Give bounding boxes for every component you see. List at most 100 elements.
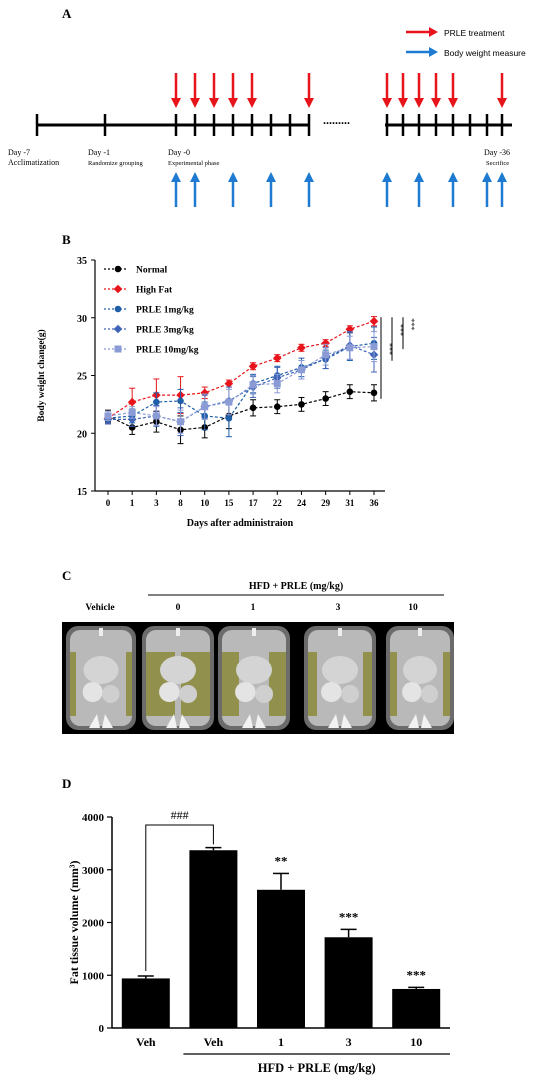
ct-scan-strip [62,622,454,734]
data-point [225,414,233,422]
data-point [322,351,330,359]
red-arrow-icon [398,73,408,108]
treatment-arrows [171,73,507,108]
blue-arrow-icon [448,172,458,207]
y-axis-label: Fat tissue volume (mm³) [67,861,81,985]
x-axis-label: Days after administraion [187,518,294,529]
red-arrow-icon [209,73,219,108]
red-arrow-icon [190,73,200,108]
ct-scan-vehicle [66,626,136,730]
data-point [249,404,257,412]
y-tick-label: 1000 [82,970,105,982]
ct-scan-0 [142,626,214,730]
x-tick-label: 17 [249,498,259,508]
bar-significance-label: *** [406,967,426,982]
comparison-bracket [145,824,214,972]
x-tick-label: 1 [278,1035,284,1049]
label-day-minus1: Day -1 [88,148,110,157]
data-point [113,324,123,334]
data-point [321,338,330,348]
label-experimental: Experimental phase [168,160,220,167]
x-tick-label: Veh [204,1035,224,1049]
red-arrow-icon [382,73,392,108]
legend-entry: High Fat [104,284,173,296]
panel-a-letter: A [62,6,72,21]
y-tick-label: 35 [77,256,87,267]
bracket-label: ### [171,808,189,822]
timeline-labels: Day -7 Acclimatization Day -1 Randomize … [8,148,510,167]
timeline-ellipsis: ......... [323,113,350,127]
red-arrow-icon [171,73,181,108]
red-arrow-icon [431,73,441,108]
y-tick-label: 0 [99,1023,105,1035]
series-4 [104,331,378,434]
bar [392,988,441,1028]
measure-arrows [171,172,507,207]
data-point [104,412,112,420]
series-line [107,346,375,423]
ct-group-header: HFD + PRLE (mg/kg) [249,581,343,592]
ct-col-vehicle: Vehicle [85,603,114,612]
x-tick-label: 1 [130,498,135,508]
bar [324,937,373,1028]
label-day-minus7: Day -7 [8,148,30,157]
legend-label: PRLE 3mg/kg [136,326,194,336]
data-point [322,395,329,402]
x-tick-label: Veh [136,1035,156,1049]
bar [257,889,305,1028]
x-tick-label: 22 [273,498,283,508]
y-tick-label: 25 [77,372,87,383]
panel-d-letter: D [62,776,72,791]
series-line [107,342,375,419]
red-arrow-icon [497,73,507,108]
red-arrow-icon [448,73,458,108]
data-point [273,403,281,410]
bar-significance-label: ** [275,853,288,868]
legend-red-arrow-icon [429,27,438,37]
x-tick-label: 36 [370,498,380,508]
ct-col-0: 0 [176,603,181,612]
series-line [108,344,375,423]
red-arrow-icon [228,73,238,108]
series-line [107,391,375,431]
y-tick-label: 4000 [82,812,105,824]
significance-label: *** [407,318,416,330]
y-tick-label: 30 [77,314,87,325]
legend-treatment-label: PRLE treatment [444,28,505,38]
timeline-axis: ......... [37,113,512,127]
x-tick-label: 10 [200,498,210,508]
group-label: HFD + PRLE (mg/kg) [258,1061,376,1075]
legend-weight-label: Body weight measure [444,48,526,58]
blue-arrow-icon [382,172,392,207]
y-tick-label: 15 [77,487,87,498]
legend-entry: PRLE 3mg/kg [104,324,194,336]
data-point [153,398,160,406]
bar [189,850,238,1028]
x-tick-label: 31 [345,498,355,508]
data-point [127,415,137,424]
timeline-ticks [35,114,504,136]
label-sacrifice: Secrifice [486,160,509,167]
data-point [224,379,234,388]
bar-significance-label: *** [339,909,359,924]
label-acclimatization: Acclimatization [8,158,59,167]
data-point [152,412,160,420]
x-tick-label: 29 [321,498,331,508]
data-point [297,366,305,374]
blue-arrow-icon [414,172,424,207]
data-point [128,408,136,416]
data-point [248,361,258,371]
series-line [107,320,375,419]
body-weight-line-chart: 15 20 25 30 35 0 1 3 8 10 15 17 22 24 29 31 36 Days after… [36,256,416,529]
ct-col-10: 10 [408,603,418,612]
data-point [114,305,122,313]
x-tick-label: 15 [224,498,234,508]
data-point [346,344,354,352]
fat-volume-bar-chart: 0 1000 2000 3000 4000 Fat tissue volume (mm³)… [67,808,450,1075]
red-arrow-icon [304,73,314,108]
ct-scan-3 [304,626,376,730]
blue-arrow-icon [171,172,181,207]
y-tick-label: 3000 [82,865,105,877]
data-point [127,397,137,407]
data-point [249,381,257,389]
